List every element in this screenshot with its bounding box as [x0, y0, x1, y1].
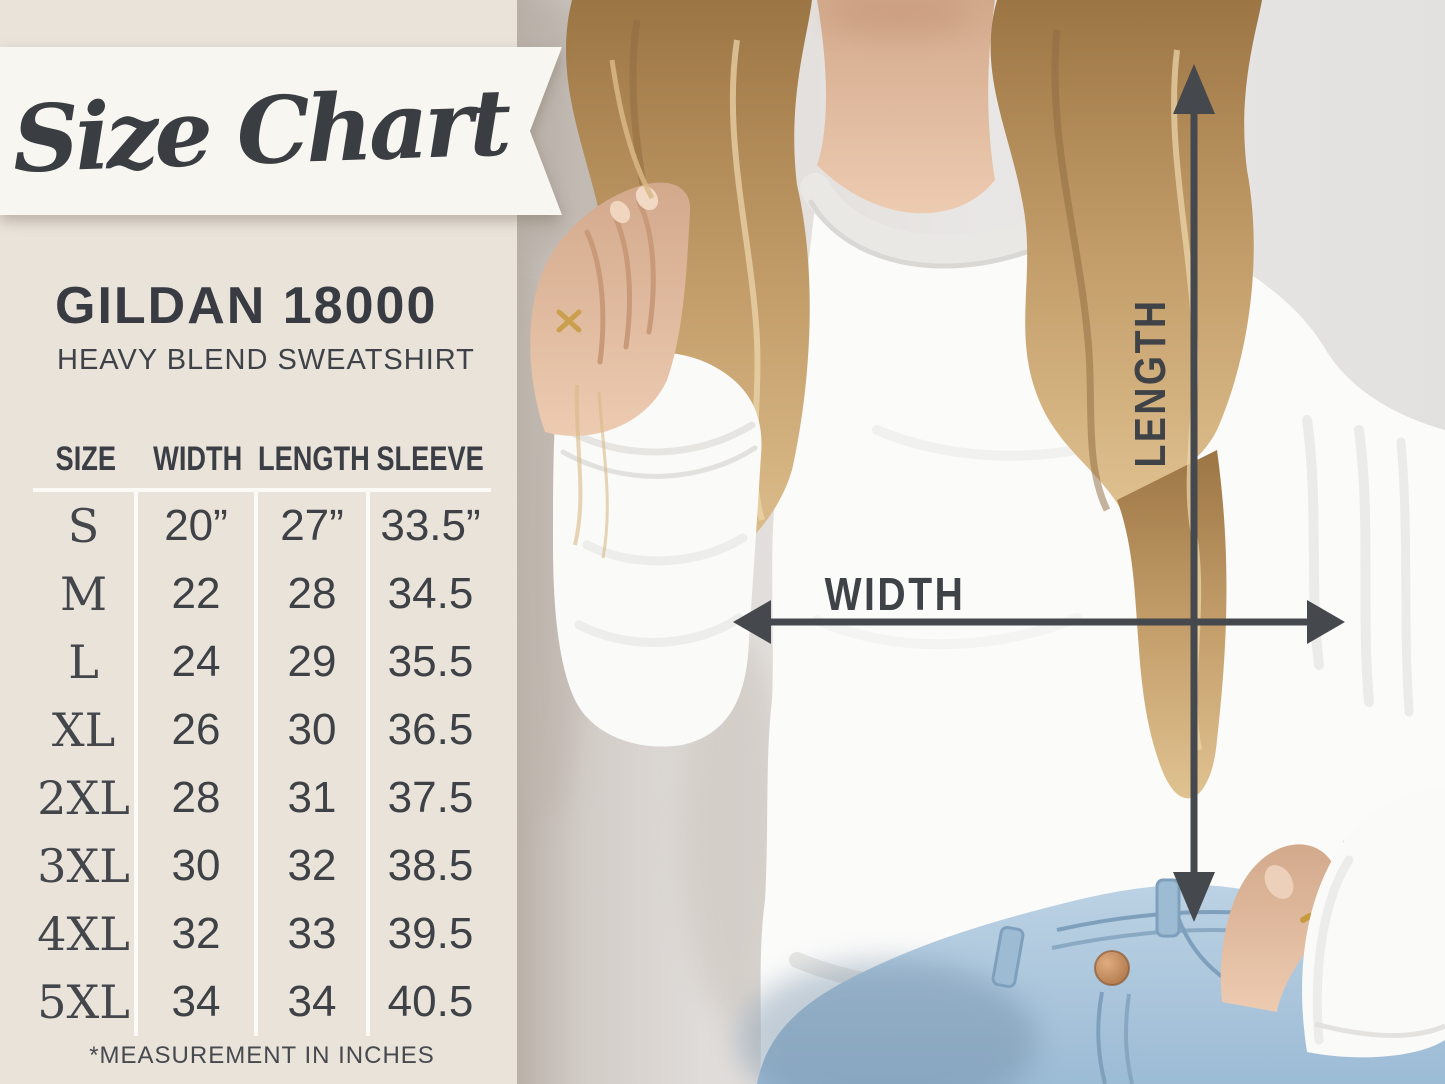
- photo-illustration: LENGTH WIDTH: [500, 0, 1445, 1084]
- neck: [817, 0, 995, 214]
- length-arrow: [1173, 64, 1215, 922]
- product-name: GILDAN 18000: [55, 277, 438, 335]
- thumbnail: [1264, 865, 1294, 899]
- finger-crease: [636, 199, 656, 335]
- jeans-button: [1095, 951, 1129, 985]
- hair-wisp: [597, 391, 609, 559]
- measurement-cell: 28: [258, 560, 370, 628]
- jeans-button-rim: [1094, 950, 1130, 986]
- measurement-cell: 40.5: [387, 977, 474, 1026]
- column-header-sleeve: SLEEVE: [376, 439, 485, 478]
- ribbon-banner-shape: [0, 47, 562, 215]
- measurement-cell: 35.5: [387, 637, 474, 686]
- fingernail: [609, 200, 631, 224]
- measurement-cell: 28: [138, 764, 258, 832]
- gold-ring: [556, 309, 582, 333]
- size-cell: S: [33, 492, 138, 560]
- measurement-cell: 22: [138, 560, 258, 628]
- measurement-cell: 26: [138, 696, 258, 764]
- hair-wisp: [573, 384, 583, 546]
- column-header-length: LENGTH: [258, 439, 370, 478]
- cuff-seam: [560, 445, 758, 479]
- measurement-cell: 39.5: [387, 909, 474, 958]
- width-label: WIDTH: [825, 569, 966, 621]
- finger-crease: [584, 229, 606, 365]
- finger-crease: [610, 209, 633, 350]
- hair-right-strand: [1051, 29, 1111, 512]
- fingernail: [635, 185, 659, 211]
- measurement-cell: 32: [258, 832, 370, 900]
- measurement-cell: 33: [258, 900, 370, 968]
- cuff-seam: [563, 421, 756, 456]
- fabric-fold: [1396, 437, 1414, 717]
- fly-seam: [1124, 993, 1134, 1084]
- held-hair-strand: [609, 59, 655, 200]
- chin-shadow: [827, 0, 971, 34]
- measurement-cell: 20”: [138, 492, 258, 560]
- column-header-size: SIZE: [55, 439, 116, 478]
- model-photo: LENGTH WIDTH: [500, 0, 1445, 1084]
- size-table: SIZE WIDTH LENGTH SLEEVE S 20” 27” 33.5” M 22 28 3…: [33, 430, 491, 1036]
- measurement-cell: 34.5: [387, 569, 474, 618]
- size-cell: 4XL: [33, 900, 138, 968]
- size-chart-ribbon: Size Chart: [0, 47, 562, 215]
- measurement-cell: 38.5: [387, 841, 474, 890]
- fabric-fold: [812, 613, 1082, 650]
- cuff-fold: [1312, 855, 1354, 1045]
- jeans-shadow: [737, 960, 1037, 1084]
- measurement-cell: 30: [258, 696, 370, 764]
- length-label: LENGTH: [1125, 298, 1175, 467]
- fabric-fold: [574, 613, 744, 647]
- size-cell: 5XL: [33, 968, 138, 1036]
- fabric-fold: [1354, 425, 1374, 707]
- belt-loop: [1155, 878, 1181, 938]
- measurement-cell: 36.5: [387, 705, 474, 754]
- measurement-cell: 32: [138, 900, 258, 968]
- width-arrow: [733, 600, 1345, 644]
- thumb-in-pocket: [1220, 844, 1338, 1012]
- banner-title: Size Chart: [10, 68, 510, 194]
- size-cell: M: [33, 560, 138, 628]
- cuff-seam: [1314, 1021, 1445, 1038]
- column-header-width: WIDTH: [153, 439, 243, 478]
- belt-loop: [991, 925, 1025, 989]
- product-subtitle: HEAVY BLEND SWEATSHIRT: [57, 344, 475, 376]
- fly-seam: [1096, 991, 1107, 1084]
- size-cell: 3XL: [33, 832, 138, 900]
- measurement-cell: 31: [258, 764, 370, 832]
- measurement-cell: 30: [138, 832, 258, 900]
- measurement-cell: 24: [138, 628, 258, 696]
- size-cell: XL: [33, 696, 138, 764]
- size-cell: L: [33, 628, 138, 696]
- measurement-cell: 27”: [258, 492, 370, 560]
- measurement-cell: 34: [138, 968, 258, 1036]
- size-table-body: S 20” 27” 33.5” M 22 28 34.5 L 24 29 35.5 XL 26 30 36.5…: [33, 492, 491, 1036]
- measurement-cell: 29: [258, 628, 370, 696]
- sleeve-cuff-right: [1302, 788, 1445, 1058]
- size-table-header: SIZE WIDTH LENGTH SLEEVE: [33, 430, 491, 492]
- measurement-cell: 33.5”: [380, 501, 481, 550]
- measurement-cell: 37.5: [387, 773, 474, 822]
- size-cell: 2XL: [33, 764, 138, 832]
- measurement-footnote: *MEASUREMENT IN INCHES: [89, 1042, 435, 1069]
- fabric-fold: [582, 533, 748, 566]
- measurement-cell: 34: [258, 968, 370, 1036]
